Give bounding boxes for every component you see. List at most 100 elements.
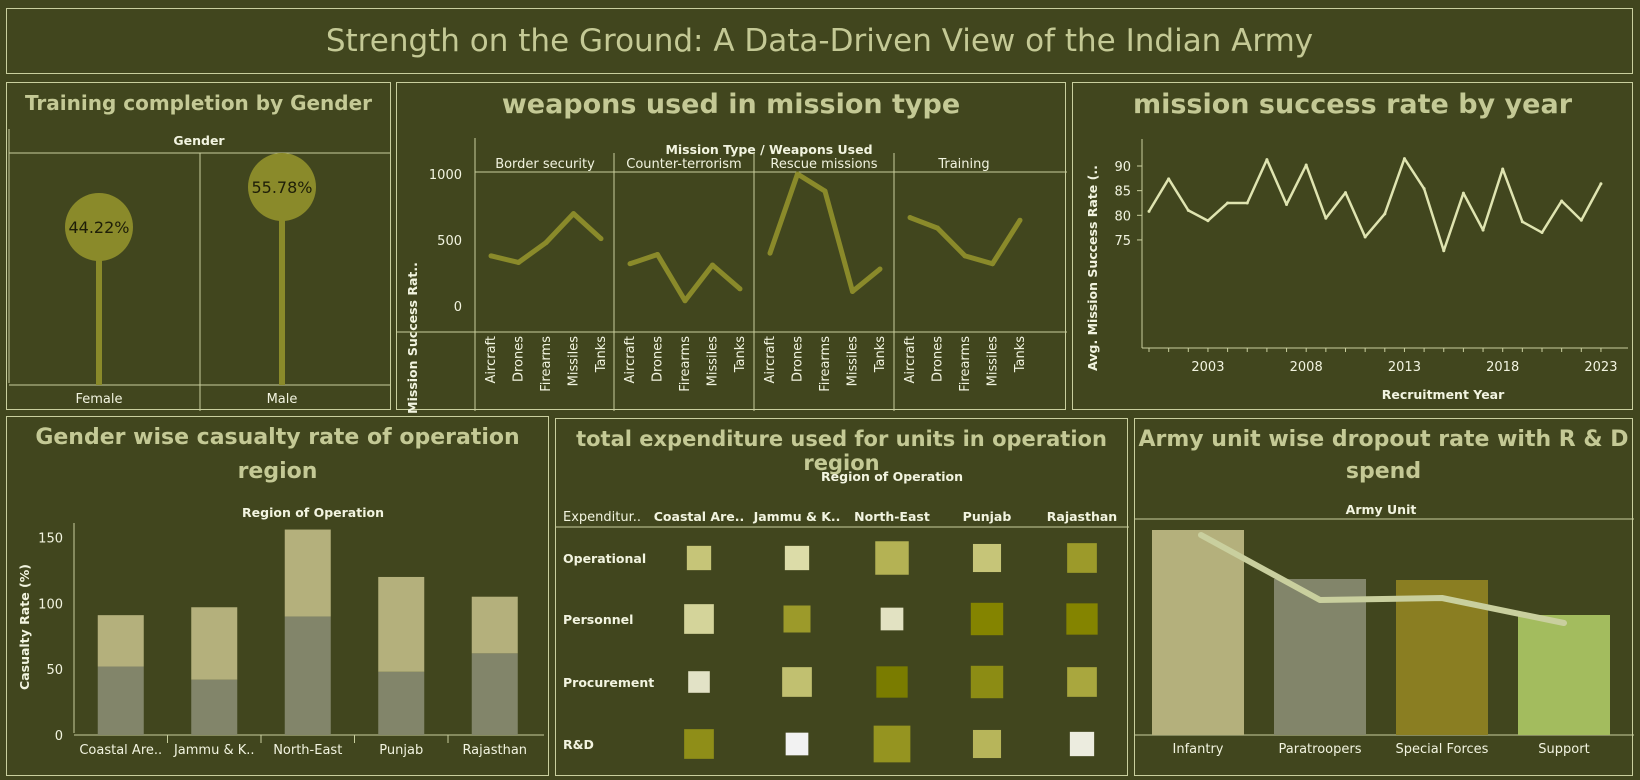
weapons-point — [682, 298, 688, 304]
weapons-category-label: Firearms — [818, 336, 833, 392]
year-point — [1481, 228, 1485, 232]
weapons-ytick: 500 — [437, 234, 462, 249]
weapons-point — [907, 215, 913, 221]
weapons-category-label: Tanks — [733, 336, 748, 374]
expenditure-cell — [686, 545, 712, 571]
weapons-category-label: Aircraft — [484, 336, 499, 383]
gender-chart[interactable]: Gender 44.22% Female 55.78% Male — [7, 83, 392, 411]
year-point — [1304, 163, 1308, 167]
dashboard-title-panel: Strength on the Ground: A Data-Driven Vi… — [6, 8, 1633, 74]
casualty-category-label: Jammu & K.. — [173, 743, 255, 758]
expenditure-row-label: Operational — [563, 551, 646, 566]
expenditure-row-label: Personnel — [563, 612, 633, 627]
weapons-point — [571, 211, 576, 217]
weapons-point — [598, 236, 604, 242]
casualty-panel: Gender wise casualty rate of operation r… — [6, 416, 549, 776]
weapons-facet-label: Border security — [495, 157, 595, 172]
casualty-bar-top — [378, 576, 425, 672]
expenditure-cell — [785, 732, 809, 756]
expenditure-cell — [684, 604, 714, 634]
weapons-title: weapons used in mission type — [501, 89, 961, 120]
year-ytick: 85 — [1114, 185, 1131, 200]
weapons-point — [990, 261, 995, 267]
weapons-series-line — [629, 252, 742, 304]
year-ytick: 90 — [1114, 160, 1131, 175]
dropout-header: Army Unit — [1346, 502, 1417, 517]
weapons-point — [488, 253, 494, 259]
year-title: mission success rate by year — [1132, 89, 1573, 120]
casualty-bar-top — [191, 607, 238, 680]
expenditure-cell — [784, 545, 810, 571]
year-point — [1147, 209, 1151, 213]
gender-category-label: Female — [75, 392, 122, 407]
expenditure-column-label: Rajasthan — [1047, 509, 1117, 524]
weapons-category-label: Tanks — [873, 336, 888, 374]
weapons-point — [627, 261, 633, 267]
year-point — [1579, 218, 1583, 222]
weapons-point — [1017, 217, 1023, 223]
weapons-ytick: 1000 — [429, 168, 462, 183]
weapons-series-line — [490, 211, 603, 265]
gender-header: Gender — [173, 133, 225, 148]
casualty-ytick: 150 — [38, 531, 63, 546]
year-point — [1422, 187, 1426, 191]
casualty-bar-bottom — [97, 666, 144, 735]
year-xlabel: Recruitment Year — [1382, 387, 1505, 402]
weapons-point — [516, 259, 521, 265]
weapons-chart[interactable]: Mission Type / Weapons Used Mission Succ… — [397, 83, 1067, 414]
weapons-panel: weapons used in mission type Mission Typ… — [396, 82, 1067, 414]
expenditure-cell — [875, 541, 909, 575]
weapons-category-label: Missiles — [706, 336, 721, 387]
weapons-category-label: Missiles — [846, 336, 861, 387]
dropout-rd-line — [1198, 532, 1567, 626]
year-point — [1344, 191, 1347, 195]
dropout-category-label: Support — [1538, 742, 1589, 757]
year-point — [1560, 199, 1564, 203]
year-ylabel: Avg. Mission Success Rate (.. — [1085, 165, 1100, 371]
casualty-bar-bottom — [471, 653, 518, 735]
casualty-bar-top — [97, 615, 144, 667]
expenditure-column-label: Punjab — [963, 509, 1012, 524]
year-chart[interactable]: Avg. Mission Success Rate (.. Recruitmen… — [1073, 83, 1634, 411]
year-point — [1599, 182, 1603, 186]
year-panel: mission success rate by year Avg. Missio… — [1072, 82, 1633, 410]
casualty-chart[interactable]: Region of Operation Casualty Rate (%) 15… — [7, 417, 550, 777]
expenditure-cell — [876, 666, 908, 698]
weapons-ytick: 0 — [454, 300, 462, 315]
gender-category-label: Male — [267, 392, 298, 407]
weapons-category-label: Aircraft — [763, 336, 778, 383]
expenditure-column-label: North-East — [854, 509, 930, 524]
year-xtick: 2003 — [1191, 360, 1224, 375]
dropout-title-1: Army unit wise dropout rate with R & D — [1138, 427, 1629, 452]
expenditure-cell — [1067, 667, 1097, 697]
weapons-category-label: Aircraft — [623, 336, 638, 383]
dropout-chart[interactable]: Army Unit Infantry Paratroopers Special Fo… — [1135, 419, 1634, 777]
lollipop-head — [65, 193, 133, 261]
weapons-facet-label: Training — [937, 157, 989, 172]
year-point — [1265, 158, 1269, 162]
year-point — [1324, 216, 1328, 220]
year-xtick: 2018 — [1486, 360, 1519, 375]
year-point — [1363, 235, 1367, 239]
expenditure-chart[interactable]: Region of Operation Expenditur.. Coastal… — [556, 419, 1129, 777]
year-point — [1226, 201, 1230, 205]
casualty-category-label: Coastal Are.. — [79, 743, 162, 758]
weapons-category-label: Firearms — [678, 336, 693, 392]
year-series-line — [1147, 157, 1603, 253]
casualty-bar-top — [471, 596, 518, 654]
year-xtick: 2013 — [1388, 360, 1421, 375]
weapons-ylabel: Mission Success Rat.. — [405, 262, 420, 414]
weapons-header: Mission Type / Weapons Used — [665, 142, 872, 157]
weapons-category-label: Tanks — [594, 336, 609, 374]
lollipop-head — [248, 153, 316, 221]
casualty-bar-bottom — [284, 616, 331, 735]
dropout-title-2: spend — [1345, 459, 1422, 484]
year-xtick: 2023 — [1584, 360, 1617, 375]
expenditure-cell — [970, 602, 1004, 636]
weapons-category-label: Missiles — [986, 336, 1001, 387]
lollipop-label: 55.78% — [251, 178, 312, 197]
year-point — [1167, 177, 1171, 181]
expenditure-cell — [873, 725, 911, 763]
casualty-ytick: 100 — [38, 597, 63, 612]
weapons-point — [795, 171, 800, 177]
